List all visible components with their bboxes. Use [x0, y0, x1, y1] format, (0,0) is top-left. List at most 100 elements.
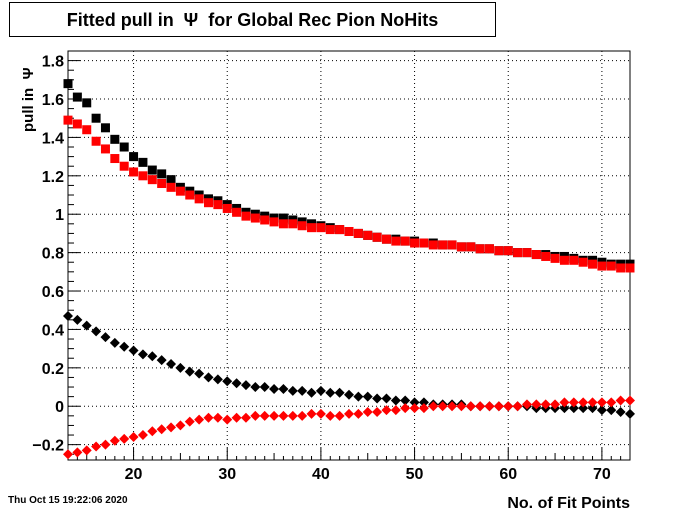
data-point-square	[297, 221, 307, 231]
data-point-diamond	[203, 412, 214, 423]
y-tick-label: 1.4	[42, 130, 64, 147]
data-point-diamond	[353, 408, 364, 419]
data-point-diamond	[63, 449, 73, 460]
data-point-diamond	[512, 401, 523, 412]
data-point-diamond	[409, 403, 420, 414]
data-point-diamond	[334, 410, 345, 421]
data-point-square	[222, 203, 232, 213]
data-point-diamond	[381, 393, 392, 404]
data-point-diamond	[119, 433, 130, 444]
y-tick-label: 0.8	[42, 246, 64, 263]
data-point-diamond	[381, 405, 392, 416]
data-point-diamond	[278, 383, 289, 394]
data-point-diamond	[372, 393, 383, 404]
data-point-square	[513, 248, 523, 258]
tick-labels: 20 30 40 50 60 70 −0.2 0 0.2 0.4 0.6 0.8 1 1.2 1.4 1.6 1…	[32, 54, 610, 483]
data-point-diamond	[418, 397, 429, 408]
data-point-diamond	[184, 366, 195, 377]
data-point-diamond	[315, 408, 326, 419]
data-point-square	[110, 154, 120, 164]
data-point-diamond	[156, 355, 167, 366]
data-point-diamond	[578, 397, 589, 408]
data-point-square	[100, 144, 110, 154]
data-point-diamond	[428, 401, 439, 412]
data-point-diamond	[475, 401, 486, 412]
data-point-diamond	[372, 406, 383, 417]
data-point-square	[447, 240, 457, 250]
data-point-square	[531, 250, 541, 260]
data-point-square	[166, 175, 176, 185]
data-point-diamond	[503, 401, 514, 412]
data-point-square	[335, 225, 345, 235]
data-point-square	[157, 178, 167, 188]
data-point-diamond	[531, 399, 542, 410]
chart-title-box: Fitted pull in Ψ for Global Rec Pion NoH…	[9, 2, 496, 37]
data-point-diamond	[184, 416, 195, 427]
data-point-diamond	[109, 435, 120, 446]
data-point-diamond	[137, 349, 148, 360]
data-point-diamond	[390, 395, 401, 406]
data-point-diamond	[297, 385, 308, 396]
data-point-diamond	[306, 387, 317, 398]
data-point-square	[82, 125, 92, 135]
data-point-diamond	[615, 395, 626, 406]
data-point-square	[194, 194, 204, 204]
data-point-diamond	[194, 414, 205, 425]
data-point-diamond	[297, 410, 308, 421]
data-point-square	[91, 136, 101, 146]
x-tick-label: 30	[218, 466, 236, 483]
data-point-square	[307, 223, 317, 233]
data-point-square	[410, 238, 420, 248]
data-point-square	[494, 246, 504, 256]
data-point-diamond	[269, 383, 280, 394]
data-point-square	[466, 242, 476, 252]
data-point-square	[175, 186, 185, 196]
data-point-diamond	[568, 403, 579, 414]
x-tick-label: 50	[406, 466, 424, 483]
data-point-square	[372, 232, 382, 242]
data-point-diamond	[156, 424, 167, 435]
data-point-square	[616, 263, 626, 273]
data-point-diamond	[212, 412, 223, 423]
data-point-diamond	[137, 430, 148, 441]
data-point-square	[250, 213, 260, 223]
data-point-diamond	[559, 397, 570, 408]
data-point-square	[119, 142, 129, 152]
data-point-square	[138, 171, 148, 181]
data-point-diamond	[81, 445, 92, 456]
data-point-diamond	[521, 399, 532, 410]
data-point-diamond	[362, 406, 373, 417]
data-point-diamond	[400, 403, 411, 414]
data-point-square	[147, 165, 157, 175]
data-point-square	[588, 259, 598, 269]
data-point-diamond	[325, 410, 336, 421]
data-point-square	[559, 255, 569, 265]
data-point-diamond	[212, 374, 223, 385]
data-point-diamond	[596, 405, 607, 416]
data-point-square	[278, 213, 288, 223]
data-point-square	[344, 226, 354, 236]
data-point-diamond	[484, 401, 495, 412]
data-point-diamond	[625, 408, 635, 419]
data-point-square	[597, 261, 607, 271]
data-point-diamond	[63, 310, 73, 321]
data-point-square	[110, 134, 120, 144]
y-tick-label: 0.2	[42, 361, 64, 378]
data-point-diamond	[315, 385, 326, 396]
data-point-square	[72, 92, 82, 102]
y-tick-label: 0.6	[42, 284, 64, 301]
data-point-diamond	[231, 412, 242, 423]
x-axis-label: No. of Fit Points	[507, 495, 630, 512]
y-tick-label: 0	[55, 399, 64, 416]
data-point-square	[503, 246, 513, 256]
data-point-diamond	[353, 391, 364, 402]
data-point-diamond	[334, 387, 345, 398]
data-point-diamond	[540, 399, 551, 410]
data-point-diamond	[128, 345, 139, 356]
data-point-square	[288, 219, 298, 229]
data-point-diamond	[81, 320, 92, 331]
data-point-diamond	[418, 403, 429, 414]
data-point-square	[550, 253, 560, 263]
data-point-diamond	[625, 395, 635, 406]
